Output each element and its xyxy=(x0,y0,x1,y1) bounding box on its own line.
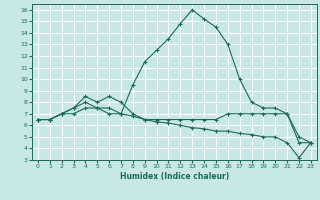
X-axis label: Humidex (Indice chaleur): Humidex (Indice chaleur) xyxy=(120,172,229,181)
